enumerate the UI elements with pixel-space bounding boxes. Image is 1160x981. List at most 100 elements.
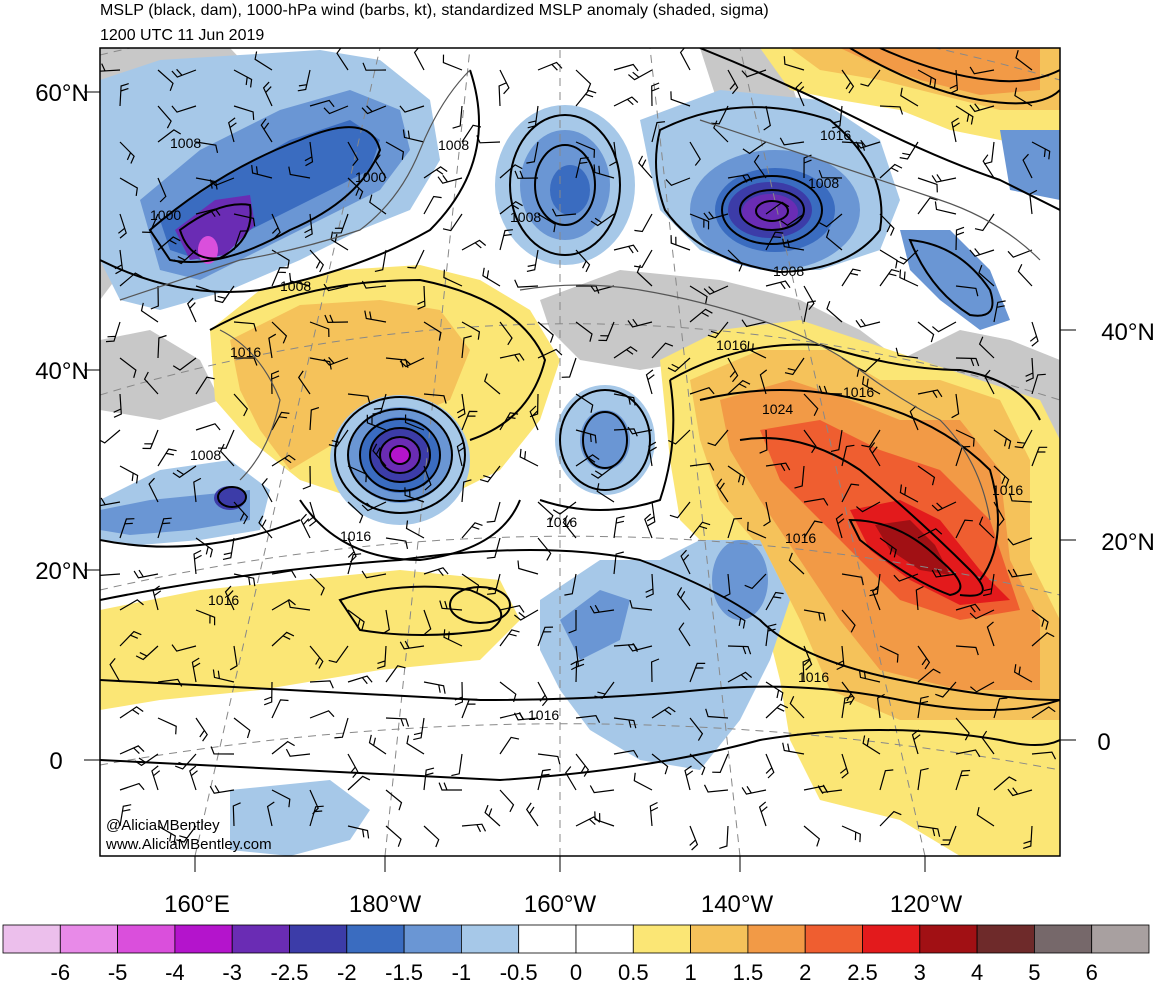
- wind-barb: [727, 465, 746, 486]
- wind-barb: [802, 658, 811, 683]
- wind-barb: [689, 462, 715, 471]
- wind-barb: [172, 357, 197, 371]
- lat-line-0: [100, 723, 1060, 771]
- colorbar-label: 1: [684, 960, 696, 981]
- wind-barb: [423, 321, 442, 341]
- wind-barb: [552, 501, 577, 515]
- colorbar-swatch: [575, 924, 634, 954]
- wind-barb: [1029, 321, 1039, 347]
- wind-barb: [982, 154, 995, 179]
- wind-barb: [576, 285, 600, 294]
- wind-barb: [519, 448, 539, 467]
- wind-barb: [261, 478, 273, 503]
- wind-barb: [650, 658, 660, 683]
- contour-label-1000-a: 1000: [355, 169, 386, 185]
- wind-barb: [1017, 263, 1033, 287]
- wind-barb: [407, 249, 425, 269]
- wind-barb: [527, 105, 539, 129]
- wind-barb: [171, 68, 197, 78]
- negative-anomaly-mid-1: [580, 410, 630, 470]
- wind-barb: [551, 208, 577, 217]
- contour-label-1008-a: 1008: [170, 135, 201, 151]
- contour-1016-mid: [539, 379, 675, 511]
- wind-barb: [399, 105, 425, 113]
- wind-barb: [195, 141, 219, 154]
- wind-barb: [157, 448, 177, 467]
- wind-barb: [613, 515, 625, 539]
- contour-1016-south-1: [100, 549, 1060, 701]
- negative-anomaly-nw-2.5: [175, 195, 255, 260]
- wind-barb: [593, 164, 615, 179]
- wind-barb: [784, 357, 805, 376]
- wind-barb: [1031, 706, 1056, 719]
- wind-barb: [722, 573, 731, 599]
- wind-barb: [451, 753, 463, 777]
- wind-barb: [309, 249, 325, 273]
- wind-barb: [229, 645, 238, 671]
- wind-barb: [703, 784, 729, 793]
- wind-barb: [627, 426, 653, 435]
- coastlines: [119, 69, 1041, 521]
- wind-barb: [1007, 568, 1033, 578]
- wind-barb: [233, 213, 256, 227]
- wind-barb: [1022, 153, 1033, 179]
- wind-barb: [347, 553, 362, 575]
- wind-barb: [195, 609, 216, 626]
- wind-barb: [537, 753, 561, 765]
- colorbar-label: 2.5: [847, 960, 878, 981]
- wind-barb: [209, 177, 235, 187]
- wind-barb: [955, 105, 974, 125]
- wind-barb: [219, 443, 235, 467]
- wind-barb: [818, 385, 843, 395]
- wind-barb: [150, 285, 159, 310]
- wind-barb: [763, 501, 771, 527]
- wind-barb: [628, 69, 653, 81]
- wind-barb: [406, 735, 425, 755]
- contour-low-1: [334, 396, 466, 514]
- wind-barb: [222, 537, 235, 560]
- lat-label-40n: 40°N: [35, 358, 89, 385]
- wind-barb: [879, 269, 900, 287]
- wind-barb: [309, 407, 320, 431]
- wind-barb: [119, 141, 135, 164]
- wind-barb: [765, 623, 777, 647]
- wind-barb: [438, 782, 462, 791]
- wind-barb: [969, 248, 995, 257]
- contour-1000-nw: [148, 126, 382, 263]
- wind-barb: [413, 717, 425, 741]
- wind-barb: [993, 429, 1012, 450]
- wind-barb: [499, 69, 510, 95]
- contour-low-3: [359, 418, 441, 492]
- wind-barb: [309, 680, 334, 689]
- wind-barb: [978, 516, 995, 539]
- wind-barb: [382, 609, 390, 635]
- wind-barb: [841, 69, 855, 94]
- colorbar-label: -0.5: [500, 960, 538, 981]
- wind-barb: [443, 269, 463, 287]
- wind-barb: [803, 300, 816, 323]
- wind-barb: [157, 517, 172, 539]
- wind-barb: [100, 573, 121, 577]
- wind-barb: [456, 441, 466, 467]
- wind-barb: [727, 379, 751, 395]
- wind-barb: [993, 501, 1005, 526]
- wind-barb: [1031, 751, 1057, 760]
- colorbar-label: -4: [165, 960, 185, 981]
- wind-barb: [841, 573, 864, 586]
- wind-barb: [324, 314, 349, 324]
- axis-ticks: [84, 91, 1076, 872]
- wind-barb: [955, 285, 979, 297]
- contour-1004-ne: [721, 175, 823, 245]
- wind-barb: [452, 105, 463, 129]
- colorbar-label: -1: [452, 960, 472, 981]
- wind-barb: [323, 105, 349, 115]
- wind-barb: [157, 678, 183, 687]
- wind-barb: [537, 501, 554, 524]
- negative-anomaly-center-north-1.5: [550, 165, 590, 215]
- contour-label-1016-h: 1016: [340, 528, 371, 544]
- contour-1016-west: [209, 278, 547, 441]
- wind-barb: [499, 629, 520, 647]
- wind-barb: [689, 825, 699, 851]
- wind-barb: [899, 269, 919, 287]
- wind-barb: [803, 825, 820, 847]
